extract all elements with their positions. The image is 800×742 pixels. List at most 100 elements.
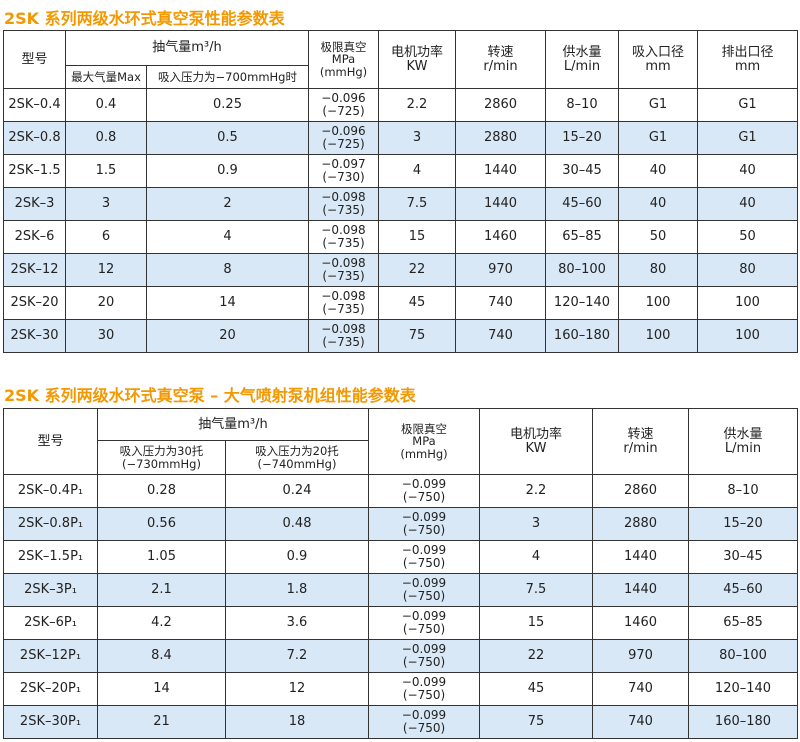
model-cell: 2SK–0.8P₁ <box>3 507 98 541</box>
table-row: 2SK–12 12 8 −0.098 (−735) 22 970 80–100 80 80 <box>3 253 798 287</box>
value-cell: 7.5 <box>479 573 593 607</box>
value-cell: 4 <box>479 540 593 574</box>
header-cell: 最大气量Max <box>65 65 147 89</box>
value-cell: 0.9 <box>225 540 369 574</box>
model-cell: 2SK–6P₁ <box>3 606 98 640</box>
value-cell: 0.48 <box>225 507 369 541</box>
value-cell: 15 <box>479 606 593 640</box>
table-row: 2SK–0.8 0.8 0.5 −0.096 (−725) 3 2880 15–20 G1 G1 <box>3 121 798 155</box>
value-cell: 65–85 <box>545 220 619 254</box>
value-cell: G1 <box>697 88 798 122</box>
table-row: 2SK–6P₁ 4.2 3.6 −0.099 (−750) 15 1460 65–85 <box>3 606 798 640</box>
value-cell: 2 <box>146 187 309 221</box>
value-cell: −0.098 (−735) <box>308 187 379 221</box>
table-row: 2SK–30P₁ 21 18 −0.099 (−750) 75 740 160–180 <box>3 705 798 739</box>
value-cell: 1440 <box>592 573 689 607</box>
value-cell: 6 <box>65 220 147 254</box>
model-cell: 2SK–0.8 <box>3 121 66 155</box>
value-cell: 40 <box>618 154 698 188</box>
value-cell: 160–180 <box>688 705 798 739</box>
value-cell: 22 <box>479 639 593 673</box>
value-cell: 7.5 <box>378 187 456 221</box>
value-cell: 22 <box>378 253 456 287</box>
value-cell: −0.099 (−750) <box>368 507 480 541</box>
table-row: 2SK–20P₁ 14 12 −0.099 (−750) 45 740 120–140 <box>3 672 798 706</box>
value-cell: 740 <box>592 705 689 739</box>
value-cell: 100 <box>697 319 798 353</box>
table: 型号 抽气量m³/h 极限真空 MPa (mmHg) 电机功率 KW 转速 r/min 供… <box>3 30 798 353</box>
value-cell: 45 <box>479 672 593 706</box>
model-cell: 2SK–30P₁ <box>3 705 98 739</box>
value-cell: 4 <box>146 220 309 254</box>
value-cell: 100 <box>618 286 698 320</box>
value-cell: 15 <box>378 220 456 254</box>
value-cell: 14 <box>146 286 309 320</box>
value-cell: 40 <box>697 187 798 221</box>
header-cell: 抽气量m³/h <box>97 408 369 441</box>
value-cell: 0.5 <box>146 121 309 155</box>
value-cell: 30 <box>65 319 147 353</box>
value-cell: 3 <box>65 187 147 221</box>
value-cell: 8–10 <box>688 474 798 508</box>
value-cell: 75 <box>479 705 593 739</box>
value-cell: 100 <box>618 319 698 353</box>
value-cell: 15–20 <box>688 507 798 541</box>
header-cell: 电机功率 KW <box>479 408 593 475</box>
header-cell: 吸入口径 mm <box>618 30 698 89</box>
value-cell: 4.2 <box>97 606 226 640</box>
table-row: 2SK–6 6 4 −0.098 (−735) 15 1460 65–85 50 50 <box>3 220 798 254</box>
header-cell: 型号 <box>3 408 98 475</box>
table-row: 2SK–0.8P₁ 0.56 0.48 −0.099 (−750) 3 2880 15–20 <box>3 507 798 541</box>
value-cell: −0.099 (−750) <box>368 540 480 574</box>
model-cell: 2SK–0.4P₁ <box>3 474 98 508</box>
value-cell: −0.099 (−750) <box>368 705 480 739</box>
table-row: 2SK–3P₁ 2.1 1.8 −0.099 (−750) 7.5 1440 45–60 <box>3 573 798 607</box>
value-cell: −0.098 (−735) <box>308 319 379 353</box>
header-cell: 转速 r/min <box>592 408 689 475</box>
table-row: 2SK–12P₁ 8.4 7.2 −0.099 (−750) 22 970 80–100 <box>3 639 798 673</box>
value-cell: 75 <box>378 319 456 353</box>
value-cell: −0.096 (−725) <box>308 121 379 155</box>
value-cell: 4 <box>378 154 456 188</box>
value-cell: 2860 <box>455 88 546 122</box>
value-cell: G1 <box>697 121 798 155</box>
header-cell: 抽气量m³/h <box>65 30 309 66</box>
value-cell: 1.8 <box>225 573 369 607</box>
header-cell: 吸入压力为−700mmHg时 <box>146 65 309 89</box>
model-cell: 2SK–0.4 <box>3 88 66 122</box>
header-cell: 排出口径 mm <box>697 30 798 89</box>
value-cell: 160–180 <box>545 319 619 353</box>
header-cell: 极限真空 MPa (mmHg) <box>368 408 480 475</box>
table-body: 2SK–0.4P₁ 0.28 0.24 −0.099 (−750) 2.2 2860 8–1… <box>3 474 798 739</box>
value-cell: 12 <box>225 672 369 706</box>
value-cell: −0.099 (−750) <box>368 606 480 640</box>
value-cell: 21 <box>97 705 226 739</box>
value-cell: 2.2 <box>378 88 456 122</box>
header-cell: 电机功率 KW <box>378 30 456 89</box>
value-cell: 8 <box>146 253 309 287</box>
value-cell: −0.099 (−750) <box>368 672 480 706</box>
model-cell: 2SK–1.5P₁ <box>3 540 98 574</box>
value-cell: 1440 <box>455 154 546 188</box>
header-cell: 供水量 L/min <box>545 30 619 89</box>
value-cell: 3 <box>378 121 456 155</box>
value-cell: 120–140 <box>688 672 798 706</box>
model-cell: 2SK–30 <box>3 319 66 353</box>
value-cell: 740 <box>455 286 546 320</box>
value-cell: 0.56 <box>97 507 226 541</box>
header-cell: 型号 <box>3 30 66 89</box>
header-cell: 转速 r/min <box>455 30 546 89</box>
value-cell: 740 <box>592 672 689 706</box>
value-cell: 45–60 <box>545 187 619 221</box>
value-cell: 3 <box>479 507 593 541</box>
value-cell: 45–60 <box>688 573 798 607</box>
value-cell: 1440 <box>592 540 689 574</box>
value-cell: 970 <box>592 639 689 673</box>
header-cell: 供水量 L/min <box>688 408 798 475</box>
table-row: 2SK–0.4P₁ 0.28 0.24 −0.099 (−750) 2.2 2860 8–1… <box>3 474 798 508</box>
value-cell: 7.2 <box>225 639 369 673</box>
value-cell: 20 <box>146 319 309 353</box>
value-cell: 30–45 <box>545 154 619 188</box>
value-cell: 80 <box>618 253 698 287</box>
